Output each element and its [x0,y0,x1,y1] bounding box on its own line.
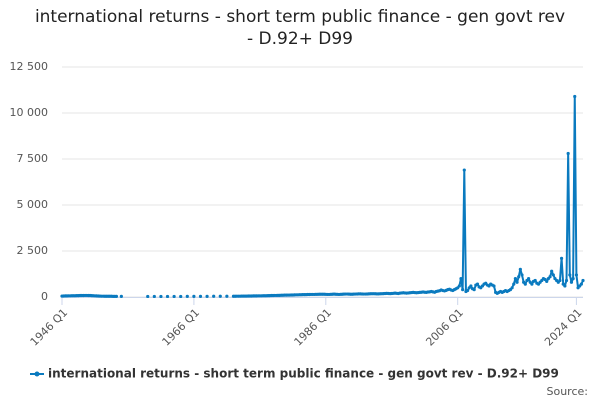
point [461,288,465,292]
point [512,282,516,286]
point [152,294,156,299]
point [198,294,203,298]
point [573,94,577,99]
point [566,151,570,156]
point [559,256,564,260]
x-tick-label: 2024 Q1 [542,306,585,349]
point [568,273,572,277]
point [472,288,476,292]
point [548,275,552,279]
point [159,294,163,299]
point [172,294,176,299]
point [165,294,170,299]
point [179,294,183,299]
point [212,294,216,298]
point [465,288,470,293]
point [530,282,534,286]
point [146,294,150,299]
point [551,273,555,277]
point [526,277,531,281]
point [114,294,119,298]
point [518,267,522,271]
x-tick-label: 1966 Q1 [160,306,203,349]
y-tick-label: 0 [41,290,48,303]
point [459,277,463,281]
point [475,282,480,286]
x-tick-label: 1986 Q1 [292,306,335,349]
point [517,275,521,279]
series-line [61,95,584,298]
chart-title: international returns - short term publi… [34,7,566,49]
point [457,284,461,288]
point [545,279,549,283]
y-tick-label: 7 500 [17,152,49,165]
x-tick-label: 1946 Q1 [28,306,71,349]
y-tick-label: 5 000 [17,198,49,211]
legend-marker [34,371,40,377]
point [192,294,196,298]
point [558,278,562,283]
point [185,294,189,298]
point [520,273,524,277]
point [469,284,473,288]
point [533,278,537,283]
point [564,278,569,283]
legend-label: international returns - short term publi… [48,367,559,381]
point [225,294,229,298]
point [574,273,579,277]
source-label: Source: [547,385,589,398]
point [569,280,574,284]
point [523,282,527,286]
y-tick-label: 12 500 [10,60,49,73]
point [462,168,466,172]
point [579,282,583,286]
point [515,280,519,284]
point [510,286,514,290]
y-tick-label: 2 500 [17,244,49,257]
point [571,277,575,281]
point [563,284,567,288]
point [550,269,554,273]
point [205,294,209,298]
point [492,284,496,288]
x-tick-label: 2006 Q1 [423,306,466,349]
y-tick-label: 10 000 [10,106,49,119]
point [581,278,585,283]
point [119,294,123,298]
point [218,294,222,298]
point [513,277,518,281]
